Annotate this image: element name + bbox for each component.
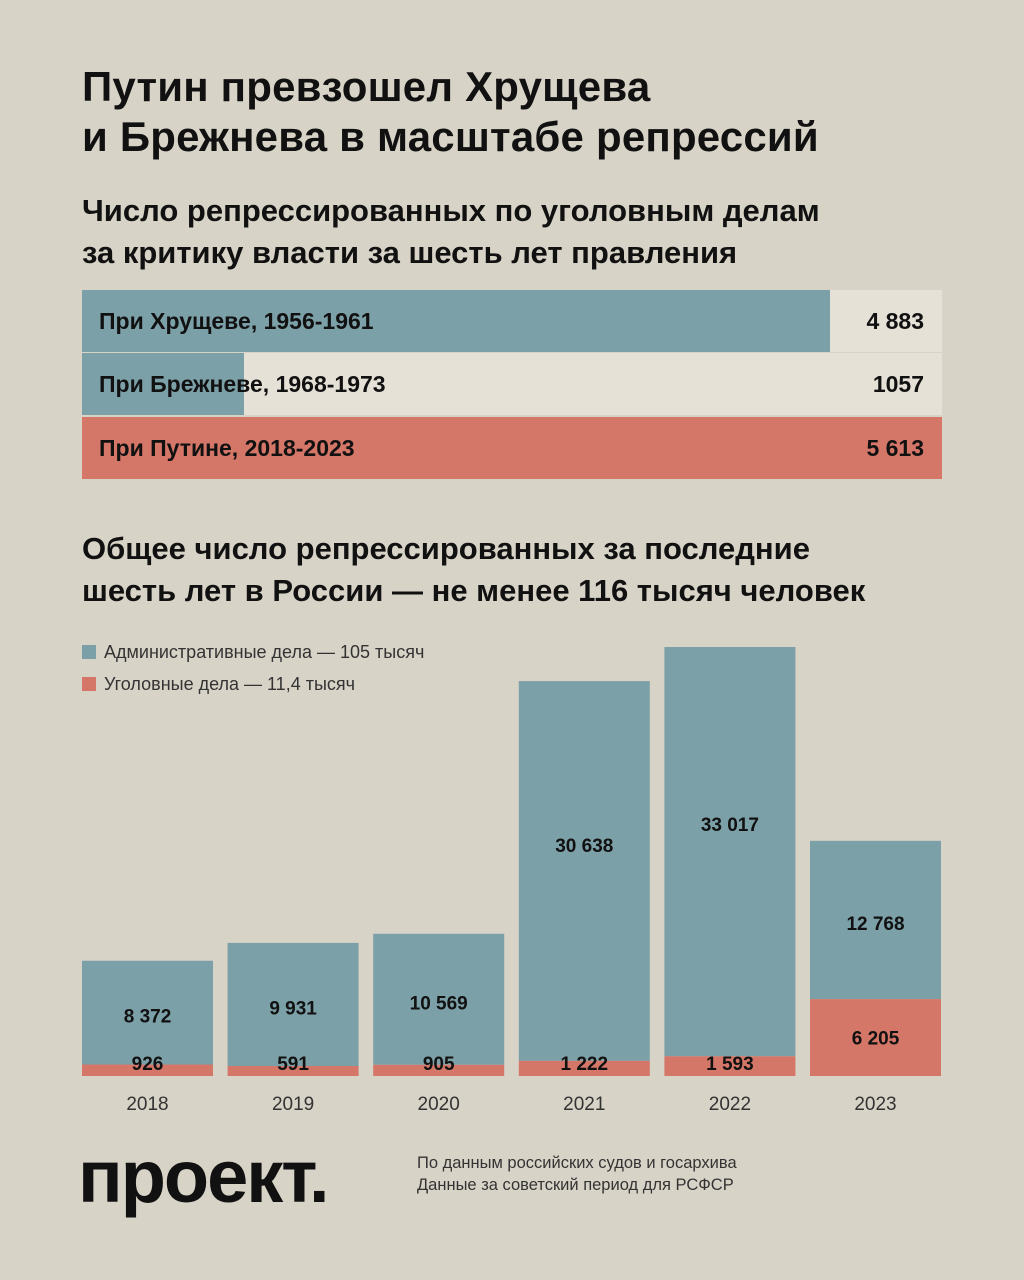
data-label-administrative-2023: 12 768: [846, 914, 904, 935]
x-tick-label-2021: 2021: [563, 1094, 605, 1115]
bar-criminal-2018: [82, 1064, 213, 1076]
bar-criminal-2020: [373, 1064, 505, 1076]
section-1-heading: Число репрессированных по уголовным дела…: [82, 190, 982, 274]
section-2-heading: Общее число репрессированных за последни…: [82, 528, 982, 612]
x-tick-label-2019: 2019: [272, 1094, 314, 1115]
bar-criminal-2019: [227, 1066, 359, 1076]
page-title: Путин превзошел Хрущева и Брежнева в мас…: [82, 62, 982, 162]
x-tick-label-2018: 2018: [126, 1094, 168, 1115]
x-tick-label-2022: 2022: [709, 1094, 751, 1115]
data-label-criminal-2021: 1 222: [561, 1054, 609, 1075]
comparison-bar: [82, 290, 831, 352]
chart-legend: Административные дела — 105 тысяч Уголов…: [82, 636, 424, 700]
comparison-value: 1057: [872, 371, 924, 397]
bar-administrative-2023: [810, 840, 941, 1000]
comparison-label: При Хрущеве, 1956-1961: [99, 308, 374, 334]
comparison-row-brezhnev: При Брежневе, 1968-1973 1057: [82, 353, 942, 415]
section-2-line-1: Общее число репрессированных за последни…: [82, 531, 810, 566]
bar-criminal-2022: [664, 1056, 796, 1076]
stacked-bar-chart: 8 372 926 2018 9 931 591 2019 10 569 905 2020 30 …: [82, 647, 941, 1115]
title-line-2: и Брежнева в масштабе репрессий: [82, 113, 819, 160]
data-label-administrative-2022: 33 017: [701, 815, 759, 836]
comparison-row-putin: При Путине, 2018-2023 5 613: [82, 417, 942, 479]
legend-swatch: [82, 645, 96, 659]
data-label-criminal-2019: 591: [277, 1054, 309, 1075]
legend-item-administrative: Административные дела — 105 тысяч: [82, 636, 424, 668]
legend-label: Административные дела — 105 тысяч: [104, 641, 425, 662]
bar-criminal-2021: [518, 1060, 650, 1076]
comparison-bar: [82, 353, 244, 415]
bar-administrative-2018: [82, 960, 213, 1065]
source-line-1: По данным российских судов и госархива: [417, 1154, 737, 1172]
comparison-label: При Путине, 2018-2023: [99, 435, 355, 461]
data-label-administrative-2019: 9 931: [269, 998, 317, 1019]
data-label-criminal-2022: 1 593: [706, 1054, 754, 1075]
bar-criminal-2023: [810, 999, 941, 1076]
data-label-administrative-2018: 8 372: [124, 1007, 172, 1028]
source-note: По данным российских судов и госархива Д…: [417, 1152, 737, 1196]
section-1-line-1: Число репрессированных по уголовным дела…: [82, 193, 820, 228]
data-label-administrative-2021: 30 638: [555, 836, 613, 857]
comparison-row-khrushchev: При Хрущеве, 1956-1961 4 883: [82, 290, 942, 352]
legend-label: Уголовные дела — 11,4 тысяч: [104, 673, 356, 694]
comparison-value: 5 613: [866, 435, 924, 461]
data-label-administrative-2020: 10 569: [410, 993, 468, 1014]
bar-administrative-2022: [664, 647, 796, 1057]
comparison-label: При Брежневе, 1968-1973: [99, 371, 386, 397]
bar-administrative-2019: [227, 942, 359, 1066]
legend-item-criminal: Уголовные дела — 11,4 тысяч: [82, 668, 424, 700]
x-tick-label-2020: 2020: [418, 1094, 460, 1115]
data-label-criminal-2023: 6 205: [852, 1029, 900, 1050]
x-tick-label-2023: 2023: [854, 1094, 896, 1115]
comparison-bar: [82, 417, 942, 479]
comparison-value: 4 883: [866, 308, 924, 334]
title-line-1: Путин превзошел Хрущева: [82, 63, 651, 110]
data-label-criminal-2018: 926: [132, 1054, 164, 1075]
legend-swatch: [82, 677, 96, 691]
section-2-line-2: шесть лет в России — не менее 116 тысяч …: [82, 573, 866, 608]
proekt-logo: проект.: [78, 1135, 330, 1218]
data-label-criminal-2020: 905: [423, 1054, 455, 1075]
section-1-line-2: за критику власти за шесть лет правления: [82, 235, 738, 270]
bar-administrative-2021: [518, 681, 650, 1061]
bar-administrative-2020: [373, 933, 505, 1065]
source-line-2: Данные за советский период для РСФСР: [417, 1176, 734, 1194]
